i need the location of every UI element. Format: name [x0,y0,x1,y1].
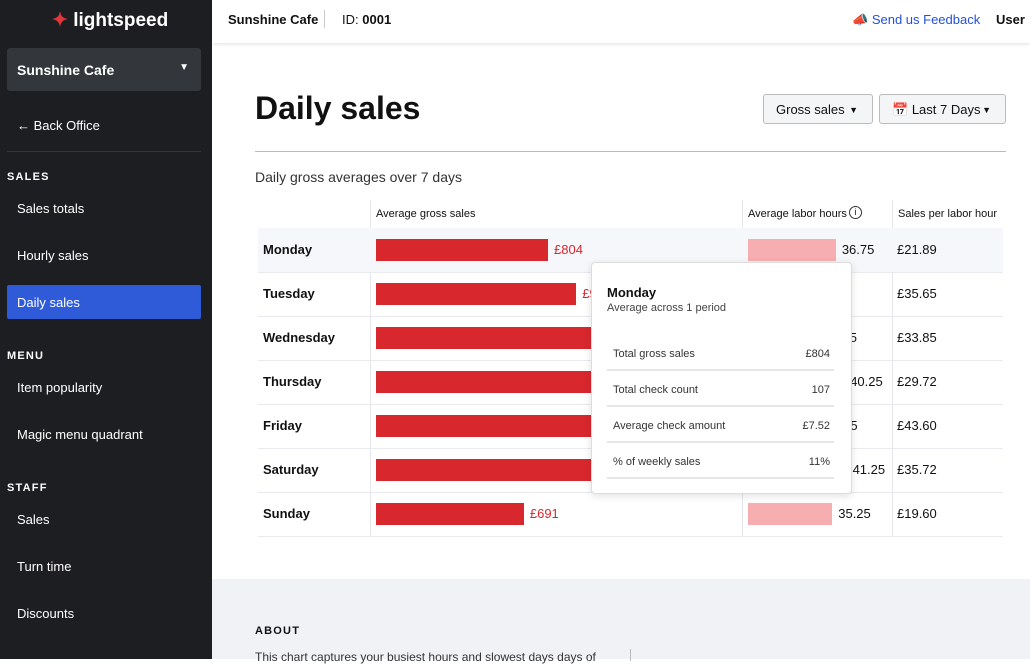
tooltip-subtitle: Average across 1 period [607,302,727,314]
column-divider [892,200,893,536]
gross-bar [376,371,632,393]
tooltip-value: 11% [808,456,830,468]
day: Sunday [263,506,310,521]
separator [324,10,325,28]
day: Tuesday [263,286,315,301]
tooltip: Monday Average across 1 period Total gro… [591,262,852,494]
brand-text: lightspeed [73,10,169,31]
day: Wednesday [263,330,336,345]
labor-label: 35.25 [838,506,871,521]
nav-item[interactable]: Sales totals [17,201,85,216]
tooltip-row [607,443,834,479]
sales-per-hour: £19.60 [897,506,937,521]
about: ABOUT This chart captures your busiest h… [212,579,1030,664]
labor-bar [748,239,836,261]
column-header: Average labor hours [748,208,847,220]
about-title: ABOUT [255,625,301,637]
nav-item[interactable]: Discounts [17,606,75,621]
gross-bar [376,239,549,261]
sidebar: ✦ lightspeed Sunshine Cafe ▼ ← Back Offi… [0,0,212,659]
separator [630,649,631,661]
gross-bar [376,327,612,349]
day: Thursday [263,374,322,389]
info-icon: i [849,206,862,219]
labor-bar [748,503,833,525]
location-select[interactable]: Sunshine Cafe ▼ [7,48,201,91]
gross-bar [376,415,654,437]
nav-item[interactable]: Turn time [17,559,72,574]
page-title: Daily sales [255,90,421,126]
feedback-text: Send us Feedback [871,12,981,27]
labor-label: 41.25 [852,462,886,477]
day: Monday [263,242,313,257]
sales-per-hour: £33.85 [897,330,937,345]
column-divider [370,200,371,536]
sales-per-hour: £35.65 [897,286,937,301]
user[interactable]: User [996,12,1025,27]
row [258,492,1003,537]
about-text: This chart captures your busiest hours a… [255,650,596,664]
gross-bar [376,503,524,525]
metric: Gross sales [776,102,845,117]
id-value: 0001 [362,12,392,27]
topbar: Sunshine Cafe ID: 0001 📣 Send us Feedbac… [212,0,1030,43]
caret: ▼ [849,105,858,115]
range-select[interactable]: 📅 Last 7 Days ▼ [879,94,1006,124]
back-link[interactable]: ← Back Office [17,118,100,133]
tooltip-row [607,335,834,371]
divider [7,151,201,152]
tooltip-value: £7.52 [802,420,830,432]
tooltip-row [607,371,834,407]
divider [255,151,1006,152]
nav-item[interactable]: Sales [17,512,50,527]
tooltip-row [607,407,834,443]
tooltip-label: Total gross sales [613,348,695,360]
id-label: ID: [342,12,359,27]
column-header: Sales per labor hour [898,208,998,220]
table-caption: Daily gross averages over 7 days [255,169,462,185]
nav-item[interactable]: Hourly sales [17,248,89,263]
nav-item[interactable]: Magic menu quadrant [17,427,143,442]
nav-item[interactable]: Item popularity [17,380,103,395]
gross-bar [376,283,577,305]
feedback[interactable]: 📣 Send us Feedback [852,12,981,27]
gross-label: £804 [554,242,583,257]
metric-select[interactable]: Gross sales ▼ [763,94,873,124]
tooltip-value: £804 [805,348,830,360]
location: Sunshine Cafe [17,62,115,78]
tooltip-label: Average check amount [613,420,726,432]
column-header: Average gross sales [376,208,476,220]
sales-per-hour: £35.72 [897,462,937,477]
section-title: SALES [7,171,50,183]
id: ID: 0001 [342,12,391,27]
brand: ✦ lightspeed [52,10,169,31]
day: Saturday [263,462,319,477]
tooltip-value: 107 [811,384,830,396]
labor-label: 36.75 [841,242,875,257]
gross-label: £691 [529,506,559,521]
nav-item[interactable]: Daily sales [17,295,80,310]
range: Last 7 Days [911,102,981,117]
venue: Sunshine Cafe [228,12,319,27]
tooltip-label: % of weekly sales [613,456,701,468]
sales-per-hour: £29.72 [897,374,937,389]
labor-label: 40.25 [850,374,883,389]
sales-per-hour: £21.89 [897,242,937,257]
caret: ▼ [982,105,991,115]
section-title: MENU [7,350,45,362]
tooltip-label: Total check count [613,384,698,396]
nav-active [7,285,201,319]
day: Friday [263,418,303,433]
sales-per-hour: £43.60 [897,418,937,433]
caret: ▼ [179,62,189,73]
section-title: STAFF [7,482,48,494]
back-text: Back Office [33,118,100,133]
tooltip-title: Monday [607,285,657,300]
